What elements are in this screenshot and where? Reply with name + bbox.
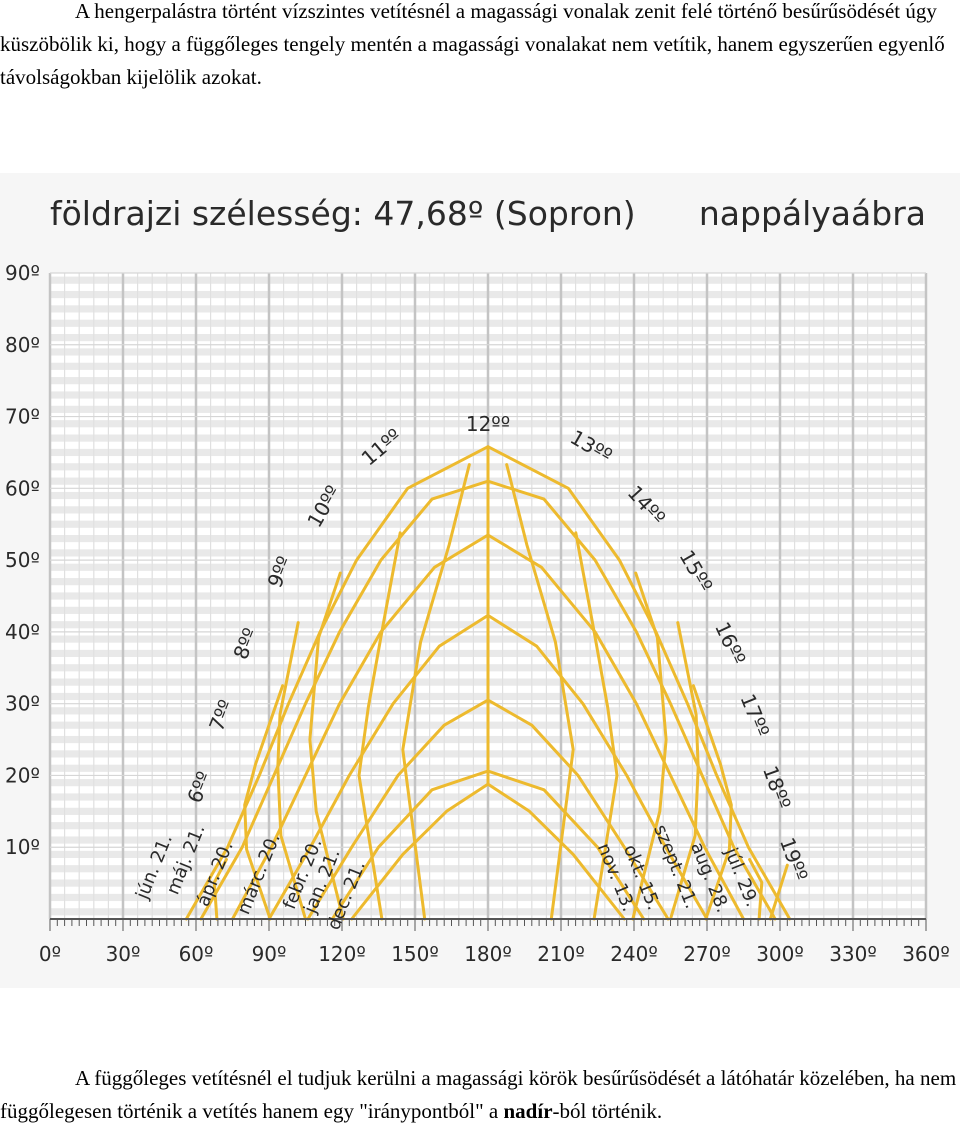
y-tick-label: 50º xyxy=(5,548,40,572)
chart-subtitle: nappályaábra xyxy=(699,194,926,233)
hour-line xyxy=(276,621,307,921)
hour-line xyxy=(243,684,285,921)
y-tick-label: 80º xyxy=(5,333,40,357)
x-tick-label: 180º xyxy=(464,942,512,966)
x-tick-label: 360º xyxy=(902,942,950,966)
hour-label: 12ºº xyxy=(466,412,510,436)
outro-bold-word: nadír xyxy=(503,1099,553,1123)
hour-line xyxy=(768,863,789,921)
hour-line xyxy=(308,571,345,921)
x-tick-label: 300º xyxy=(756,942,804,966)
chart-panel: 0º 30º 60º 90º 120º 150º 180º 210º 240º 270º 300º 3… xyxy=(0,173,960,988)
hour-line xyxy=(691,684,733,921)
hour-line xyxy=(748,857,764,921)
x-tick-label: 240º xyxy=(610,942,658,966)
x-tick-label: 150º xyxy=(391,942,439,966)
y-tick-label: 10º xyxy=(5,835,40,859)
intro-paragraph: A hengerpalástra történt vízszintes vetí… xyxy=(0,0,945,89)
hour-line xyxy=(357,531,402,921)
y-tick-label: 30º xyxy=(5,692,40,716)
hour-line xyxy=(574,531,619,921)
x-tick-label: 30º xyxy=(106,942,141,966)
y-tick-label: 60º xyxy=(5,476,40,500)
hour-line xyxy=(505,463,575,921)
x-tick-label: 210º xyxy=(537,942,585,966)
chart-title: földrajzi szélesség: 47,68º (Sopron) xyxy=(50,194,636,233)
y-tick-label: 20º xyxy=(5,763,40,787)
y-tick-label: 90º xyxy=(5,261,40,285)
hour-line xyxy=(669,621,700,921)
hour-line xyxy=(401,463,471,921)
y-tick-label: 70º xyxy=(5,405,40,429)
outro-paragraph: A függőleges vetítésnél el tudjuk kerüln… xyxy=(0,1062,960,1128)
outro-text-end: -ból történik. xyxy=(552,1099,663,1123)
x-tick-label: 60º xyxy=(179,942,214,966)
x-tick-label: 120º xyxy=(318,942,366,966)
x-tick-label: 90º xyxy=(252,942,287,966)
outro-text: A függőleges vetítésnél el tudjuk kerüln… xyxy=(0,1066,957,1123)
x-tick-label: 330º xyxy=(829,942,877,966)
sun-path-chart: 0º 30º 60º 90º 120º 150º 180º 210º 240º 270º 300º 3… xyxy=(5,194,950,966)
x-tick-label: 0º xyxy=(39,942,61,966)
y-tick-label: 40º xyxy=(5,620,40,644)
hour-line xyxy=(212,857,228,921)
x-tick-label: 270º xyxy=(683,942,731,966)
hour-line xyxy=(631,571,668,921)
